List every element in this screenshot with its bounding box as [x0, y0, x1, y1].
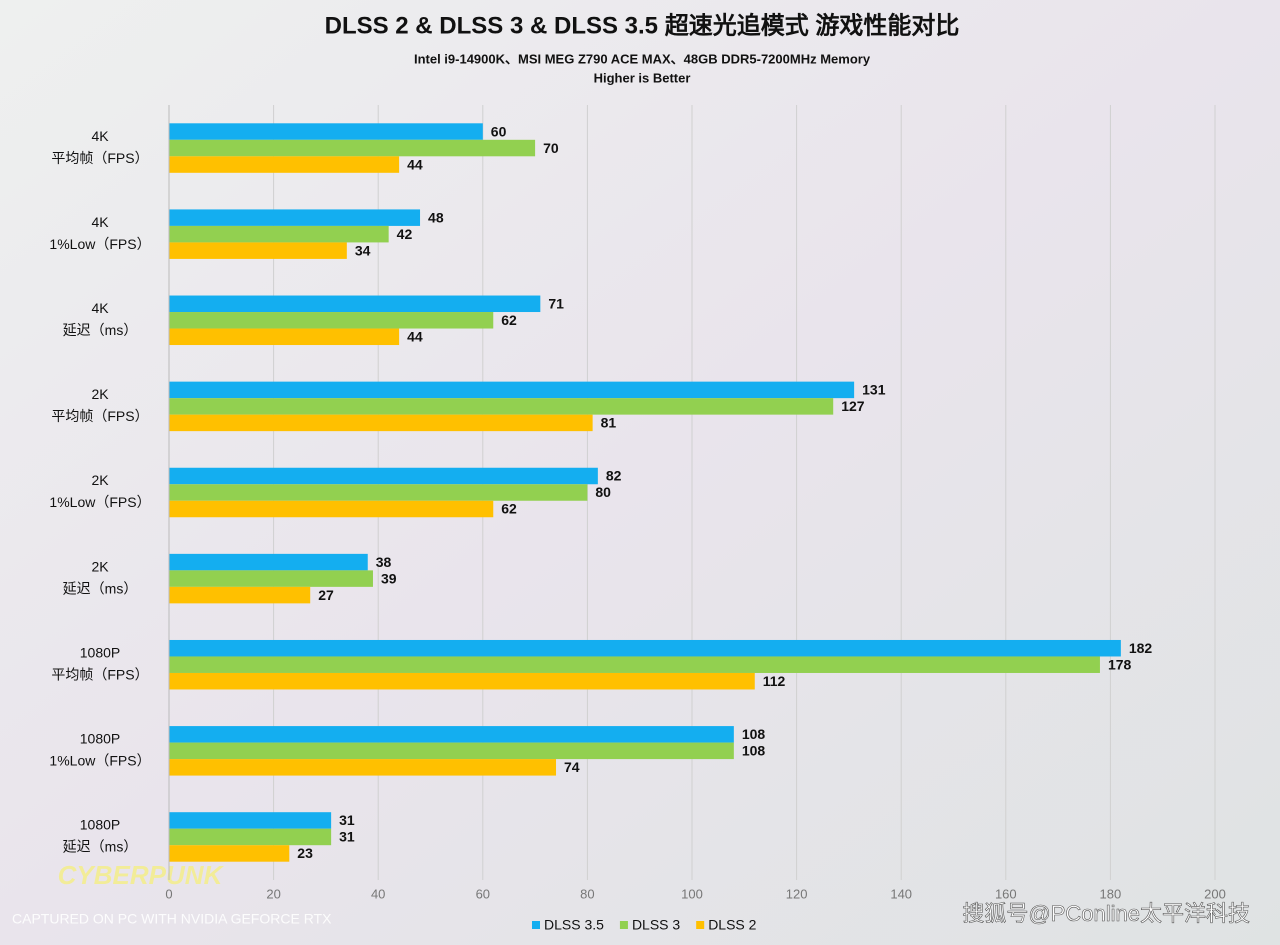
value-label: 39: [381, 570, 397, 586]
y-tick-label: 2K: [91, 558, 109, 574]
y-tick-label: 1%Low（FPS）: [49, 236, 150, 252]
bar: [169, 742, 734, 760]
value-label: 82: [606, 468, 622, 484]
legend-label: DLSS 2: [708, 917, 756, 933]
x-tick-label: 140: [890, 886, 912, 901]
y-tick-label: 1%Low（FPS）: [49, 753, 150, 769]
bar: [169, 398, 834, 415]
value-label: 31: [339, 829, 355, 845]
value-label: 182: [1129, 640, 1153, 656]
bar: [169, 312, 494, 329]
subtitle: Intel i9-14900K、MSI MEG Z790 ACE MAX、48G…: [414, 51, 871, 66]
bar: [169, 123, 483, 140]
bar: [169, 139, 536, 157]
bar: [169, 812, 332, 829]
y-tick-label: 4K: [91, 128, 109, 144]
subtitle: Higher is Better: [594, 70, 691, 85]
watermark: 搜狐号@PConline太平洋科技: [962, 901, 1250, 926]
bar: [169, 500, 494, 518]
y-tick-label: 延迟（ms）: [63, 839, 138, 855]
value-label: 34: [355, 242, 371, 258]
value-label: 44: [407, 156, 423, 172]
value-label: 112: [763, 673, 786, 689]
value-label: 108: [742, 726, 766, 742]
bar: [169, 828, 332, 846]
bar: [169, 656, 1100, 673]
bar: [169, 414, 593, 432]
bar: [169, 225, 389, 243]
bar: [169, 726, 734, 743]
y-tick-label: 延迟（ms）: [63, 322, 138, 338]
bar: [169, 295, 541, 313]
x-tick-label: 100: [681, 886, 703, 901]
bar: [169, 484, 588, 501]
value-label: 44: [407, 328, 423, 344]
bar: [169, 156, 400, 173]
y-tick-label: 4K: [91, 214, 109, 230]
bar: [169, 381, 855, 399]
x-tick-label: 0: [165, 886, 172, 901]
y-tick-label: 平均帧（FPS）: [51, 408, 148, 424]
y-tick-label: 2K: [91, 386, 109, 402]
x-tick-label: 40: [371, 886, 385, 901]
value-label: 108: [742, 743, 766, 759]
x-tick-label: 200: [1204, 886, 1226, 901]
legend-swatch: [696, 921, 705, 929]
value-label: 127: [841, 398, 865, 414]
logo-watermark: CYBERPUNK: [58, 860, 225, 890]
bar: [169, 759, 557, 776]
bar: [169, 242, 347, 259]
y-tick-label: 平均帧（FPS）: [51, 150, 148, 166]
bar: [169, 639, 1121, 657]
bar: [169, 209, 421, 226]
legend-label: DLSS 3.5: [544, 917, 604, 933]
value-label: 71: [548, 295, 564, 311]
x-tick-label: 180: [1100, 886, 1122, 901]
value-label: 60: [491, 123, 507, 139]
value-label: 81: [601, 415, 617, 431]
value-label: 70: [543, 140, 559, 156]
bar: [169, 570, 373, 587]
watermark: CAPTURED ON PC WITH NVIDIA GEFORCE RTX: [12, 911, 332, 927]
value-label: 48: [428, 209, 444, 225]
legend-swatch: [532, 921, 540, 929]
bar: [169, 672, 755, 690]
y-tick-label: 1080P: [80, 644, 120, 660]
x-tick-label: 160: [995, 886, 1017, 901]
value-label: 74: [564, 759, 580, 775]
y-tick-label: 1080P: [80, 731, 120, 747]
x-tick-label: 60: [476, 886, 490, 901]
value-label: 178: [1108, 656, 1132, 672]
value-label: 62: [501, 501, 517, 517]
y-tick-label: 延迟（ms）: [63, 580, 138, 596]
bar: [169, 845, 290, 862]
value-label: 27: [318, 587, 334, 603]
x-tick-label: 80: [580, 886, 594, 901]
chart-title: DLSS 2 & DLSS 3 & DLSS 3.5 超速光追模式 游戏性能对比: [325, 11, 960, 39]
bar: [169, 467, 598, 485]
bar: [169, 553, 368, 571]
value-label: 42: [397, 226, 413, 242]
y-tick-label: 平均帧（FPS）: [51, 666, 148, 682]
value-label: 62: [501, 312, 517, 328]
x-tick-label: 120: [786, 886, 808, 901]
bar: [169, 586, 311, 604]
value-label: 80: [595, 484, 611, 500]
y-tick-label: 2K: [91, 472, 109, 488]
legend-swatch: [619, 921, 628, 929]
value-label: 38: [376, 554, 392, 570]
y-tick-label: 1%Low（FPS）: [49, 494, 150, 510]
value-label: 131: [862, 382, 886, 398]
x-tick-label: 20: [266, 886, 280, 901]
bar: [169, 328, 400, 346]
legend-label: DLSS 3: [632, 917, 680, 933]
y-tick-label: 4K: [91, 300, 109, 316]
y-tick-label: 1080P: [80, 817, 120, 833]
value-label: 31: [339, 812, 355, 828]
value-label: 23: [297, 845, 313, 861]
